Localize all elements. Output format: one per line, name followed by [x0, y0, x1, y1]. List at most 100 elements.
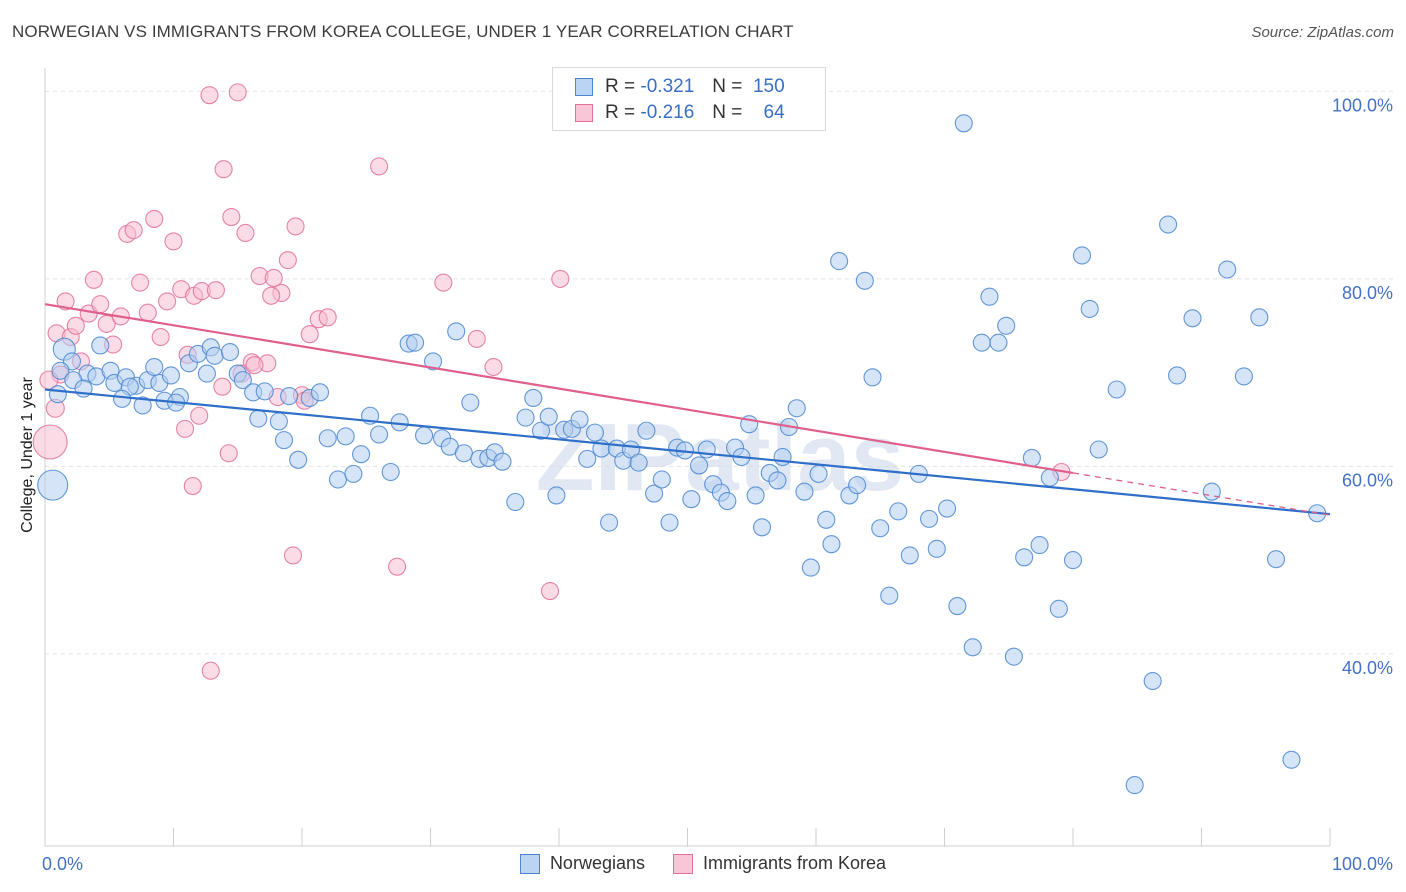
- data-point: [190, 406, 209, 425]
- y-tick-label: 60.0%: [1342, 470, 1393, 490]
- legend-r-label: R =: [605, 102, 636, 123]
- data-point: [948, 596, 967, 616]
- data-point: [236, 223, 255, 243]
- legend-n-value: 64: [763, 102, 785, 123]
- data-point: [1183, 309, 1202, 328]
- data-point: [201, 661, 220, 680]
- data-point: [310, 383, 330, 402]
- data-point: [461, 393, 480, 412]
- data-point: [1063, 551, 1083, 570]
- data-point: [1049, 599, 1068, 618]
- y-tick-label: 40.0%: [1342, 658, 1393, 678]
- legend-row-korea: R = -0.216 N = 64: [575, 101, 785, 125]
- legend-r-value: -0.321: [640, 76, 695, 97]
- data-point: [131, 273, 150, 292]
- legend-item-korea[interactable]: Immigrants from Korea: [672, 853, 887, 874]
- data-point: [370, 157, 389, 176]
- y-axis-title: College, Under 1 year: [19, 377, 36, 533]
- x-tick-labels: 0.0% 100.0%: [42, 854, 1393, 874]
- data-point: [1202, 482, 1221, 501]
- data-point: [344, 464, 363, 483]
- data-point: [264, 268, 283, 288]
- data-point: [228, 83, 247, 102]
- legend-r-value: -0.216: [640, 102, 695, 123]
- data-point: [768, 471, 787, 490]
- data-point: [1218, 260, 1237, 279]
- data-point: [197, 364, 216, 383]
- legend-swatch-pink: [672, 853, 693, 874]
- data-point: [278, 251, 297, 270]
- data-point: [66, 316, 85, 335]
- data-point: [283, 546, 303, 565]
- data-point: [219, 444, 238, 463]
- data-point: [300, 325, 319, 344]
- data-point: [822, 535, 841, 554]
- data-point: [205, 346, 224, 365]
- data-point: [863, 368, 882, 387]
- legend-row-norwegians: R = -0.321 N = 150: [575, 75, 785, 99]
- data-point: [493, 452, 512, 471]
- x-tick-label-max: 100.0%: [1332, 854, 1393, 874]
- data-point: [600, 513, 619, 532]
- data-point: [214, 160, 233, 179]
- data-point: [652, 470, 671, 489]
- data-point: [447, 322, 466, 341]
- legend-swatch-blue: [575, 78, 593, 96]
- data-point: [920, 509, 939, 528]
- data-point: [145, 357, 164, 377]
- data-point: [200, 86, 219, 105]
- data-point: [801, 558, 820, 577]
- data-point: [158, 292, 177, 311]
- data-point: [1125, 776, 1144, 795]
- data-point: [424, 352, 443, 371]
- data-point: [697, 440, 716, 459]
- data-point: [817, 510, 836, 529]
- data-point: [954, 114, 973, 133]
- data-point: [352, 445, 371, 464]
- data-point: [289, 450, 308, 469]
- data-point: [506, 492, 525, 512]
- series-korea-points: [32, 83, 1071, 680]
- data-point: [848, 476, 867, 495]
- data-point: [980, 287, 999, 306]
- data-point: [1168, 366, 1187, 385]
- data-point: [1040, 468, 1059, 487]
- data-point: [318, 429, 337, 448]
- data-point: [539, 407, 558, 426]
- data-point: [989, 333, 1008, 352]
- data-point: [133, 396, 152, 415]
- data-point: [690, 456, 709, 475]
- data-point: [454, 444, 473, 463]
- data-point: [1266, 550, 1286, 569]
- data-point: [938, 499, 957, 518]
- data-point: [972, 333, 991, 352]
- data-point: [176, 419, 195, 438]
- data-point: [871, 519, 890, 538]
- data-point: [524, 388, 543, 407]
- trend-lines: [44, 303, 1331, 516]
- data-point: [434, 273, 453, 292]
- data-point: [889, 502, 908, 521]
- data-point: [645, 484, 664, 503]
- data-point: [629, 453, 648, 472]
- data-point: [1159, 215, 1178, 234]
- data-point: [286, 217, 305, 236]
- data-point: [795, 482, 814, 501]
- data-point: [1004, 647, 1023, 666]
- legend-r-label: R =: [605, 76, 636, 97]
- legend-n-label: N =: [712, 76, 743, 97]
- y-tick-label: 100.0%: [1332, 95, 1393, 115]
- data-point: [997, 316, 1016, 335]
- data-point: [1234, 367, 1253, 386]
- y-tick-label: 80.0%: [1342, 283, 1393, 303]
- data-point: [1015, 548, 1034, 567]
- data-point: [787, 399, 806, 418]
- data-point: [274, 431, 294, 450]
- data-point: [637, 421, 656, 440]
- legend-item-norwegians[interactable]: Norwegians: [519, 853, 645, 874]
- legend-label-korea: Immigrants from Korea: [702, 853, 887, 873]
- data-point: [336, 427, 355, 446]
- data-point: [381, 462, 400, 482]
- data-point: [551, 269, 570, 288]
